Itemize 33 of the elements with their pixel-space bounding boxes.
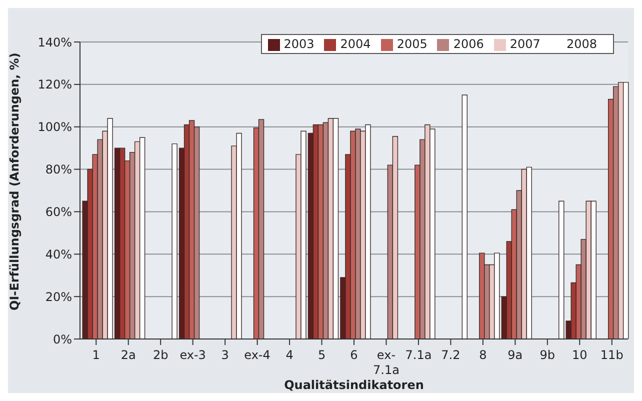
y-tick-label: 120%: [38, 78, 72, 92]
legend-label: 2003: [284, 37, 314, 51]
x-tick-label: 1: [92, 348, 100, 362]
x-tick-label: 11b: [600, 348, 624, 362]
x-tick-label: ex-7.1a: [373, 348, 400, 377]
x-tick-label: 9b: [540, 348, 556, 362]
text: 2008: [566, 37, 597, 51]
legend-label: 2006: [453, 37, 484, 51]
x-tick-label: 4: [286, 348, 294, 362]
x-tick-label: 7.1a: [405, 348, 432, 362]
legend-label: 2005: [396, 37, 428, 51]
x-tick-label: 10: [572, 348, 588, 362]
y-tick-label: 0%: [52, 332, 72, 346]
y-tick-label: 40%: [45, 247, 72, 262]
y-axis-title: QI-Erfüllungsgrad (Anforderungen, %): [7, 52, 22, 310]
y-tick-label: 20%: [45, 290, 72, 304]
x-tick-label: 2b: [152, 348, 168, 362]
legend-label: 2004: [340, 37, 371, 51]
y-tick-label: 60%: [45, 204, 72, 219]
y-tick-label: 80%: [45, 162, 72, 177]
y-tick-label: 100%: [38, 120, 72, 134]
x-tick-label: ex-3: [180, 348, 206, 362]
y-tick-label: 140%: [38, 35, 72, 50]
legend-label: 2007: [510, 37, 540, 51]
x-tick-label: 2a: [120, 348, 136, 362]
x-tick-label: 6: [350, 348, 358, 362]
x-tick-label: ex-4: [244, 348, 270, 362]
x-axis-title: Qualitätsindikatoren: [284, 378, 424, 392]
x-tick-label: 3: [221, 348, 229, 362]
x-tick-label: 5: [318, 348, 326, 362]
x-tick-label: 8: [479, 348, 487, 362]
x-tick-label: 7.2: [441, 348, 460, 362]
x-tick-label: 9a: [508, 348, 523, 362]
